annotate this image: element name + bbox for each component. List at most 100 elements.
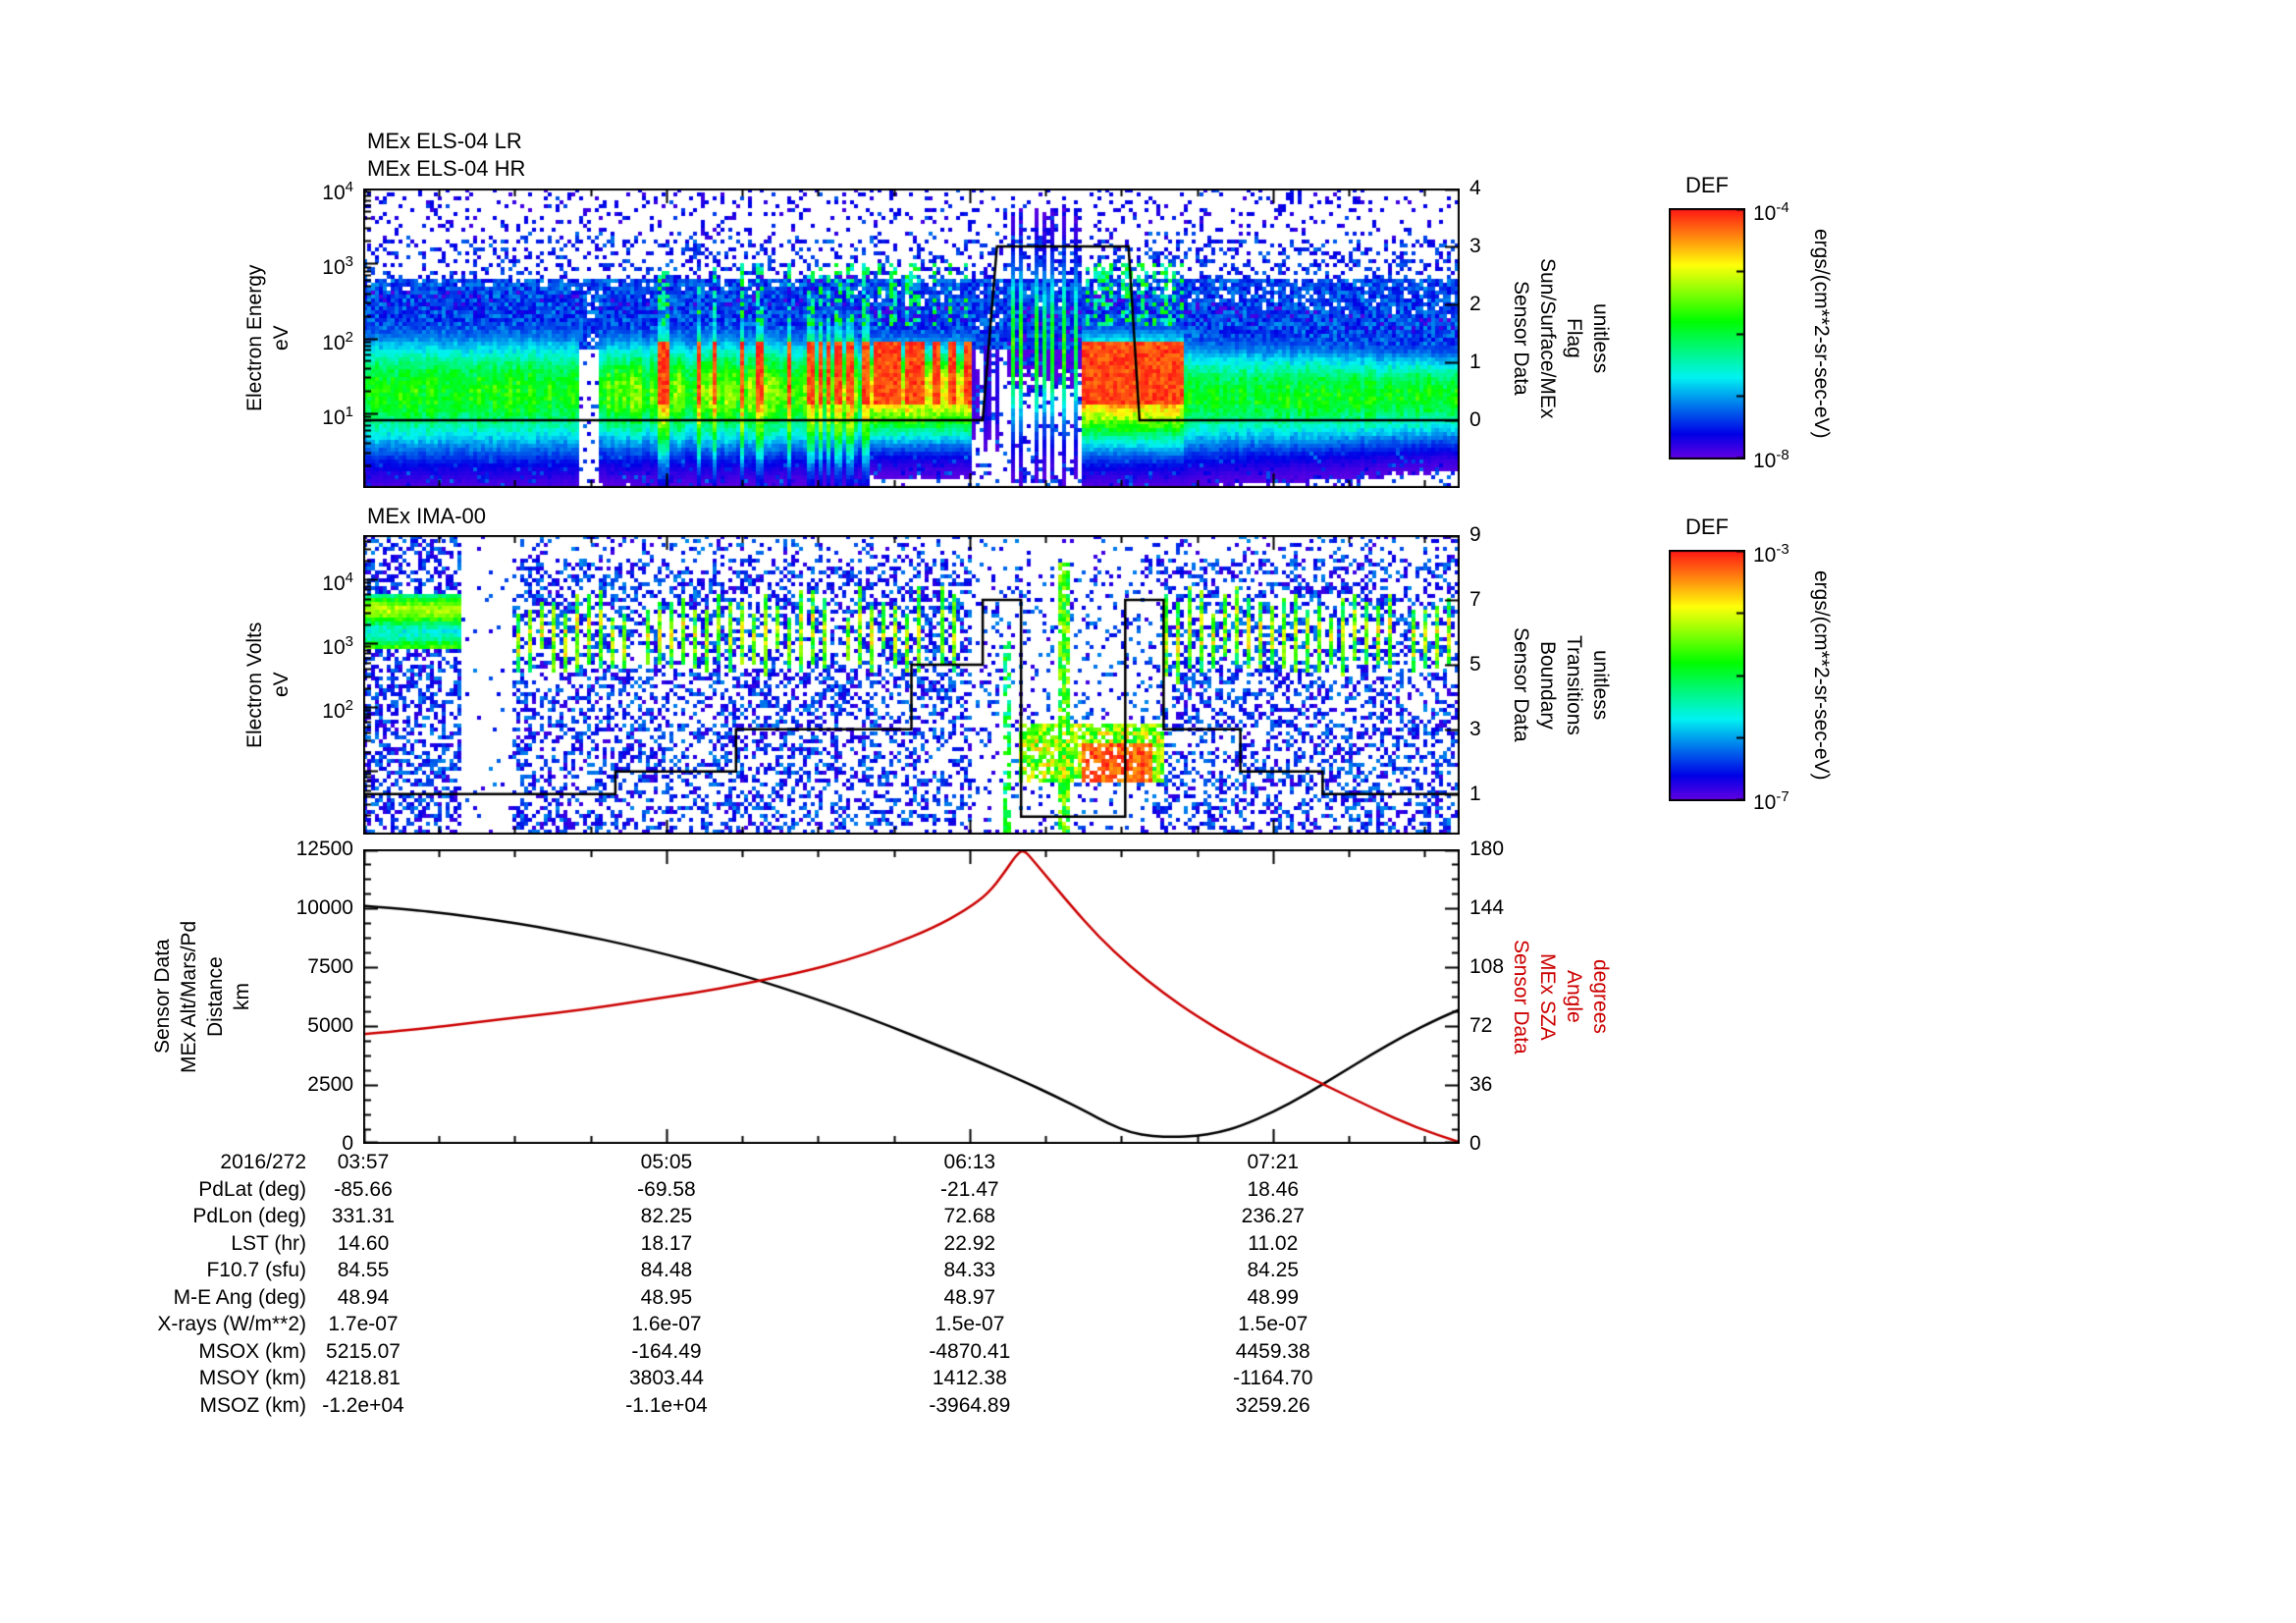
els-colorbar-min-mantissa: 10: [1753, 450, 1777, 472]
ima-right-axis-label-line: Sensor Data: [1510, 627, 1532, 742]
orbit-left-axis-label-line: km: [231, 983, 253, 1010]
els-colorbar-unit-label: ergs/(cm**2-sr-sec-eV): [1808, 189, 1835, 479]
orbit-right-tick-label: 180: [1469, 838, 1505, 860]
els-right-axis-label-line: Sensor Data: [1510, 281, 1532, 396]
orbit-right-tick-label: 108: [1469, 955, 1505, 978]
els-title-line-2: MEx ELS-04 HR: [367, 156, 526, 181]
orbit-left-axis-label-line: MEx Alt/Mars/Pd: [178, 920, 200, 1073]
ima-right-axis-label-line: Transitions: [1563, 634, 1585, 735]
els-colorbar-max-exponent: -4: [1776, 199, 1789, 216]
table-row-label: MSOY (km): [198, 1367, 306, 1389]
table-cell: 3803.44: [628, 1367, 704, 1389]
table-cell: 5215.07: [326, 1339, 400, 1363]
ima-spectrogram-panel: [363, 535, 1460, 835]
els-right-axis-label-line: Sun/Surface/MEx: [1536, 257, 1559, 419]
els-colorbar-max-label: 10-4: [1753, 196, 1789, 226]
els-y-tick-label: 101: [322, 403, 353, 429]
table-cell: 4459.38: [1235, 1339, 1310, 1363]
table-cell: 4218.81: [326, 1367, 400, 1389]
table-row-label: MSOX (km): [198, 1339, 306, 1363]
ima-colorbar-unit-text: ergs/(cm**2-sr-sec-eV): [1810, 570, 1833, 781]
table-cell: 84.48: [640, 1259, 693, 1281]
table-cell: 3259.26: [1235, 1393, 1310, 1417]
table-cell: 236.27: [1241, 1205, 1305, 1227]
els-right-axis-label-line: unitless: [1589, 302, 1612, 374]
orbit-right-axis-label-line: MEx SZA: [1536, 952, 1559, 1041]
orbit-left-tick-label: 7500: [307, 955, 353, 978]
els-y-axis-label-line: Electron Energy: [243, 264, 266, 412]
els-y-tick-label: 103: [322, 253, 353, 280]
els-title-line-1: MEx ELS-04 LR: [367, 129, 522, 153]
ima-right-tick-label: 7: [1469, 587, 1481, 611]
table-cell: -85.66: [334, 1177, 393, 1201]
ima-right-axis-label: Sensor Data Boundary Transitions unitles…: [1508, 535, 1614, 835]
ima-right-tick-label: 1: [1469, 782, 1481, 805]
orbit-right-tick-label: 72: [1469, 1014, 1493, 1037]
table-cell: -21.47: [940, 1177, 999, 1201]
ima-colorbar-min-exponent: -7: [1776, 788, 1789, 805]
table-cell: 18.17: [640, 1231, 693, 1255]
els-y-tick-label: 104: [322, 179, 353, 204]
time-tick-label: 07:21: [1247, 1151, 1300, 1173]
orbit-right-tick-label: 144: [1469, 896, 1505, 919]
orbit-left-axis-label-line: Distance: [204, 956, 227, 1037]
ima-right-tick-label: 5: [1469, 652, 1481, 676]
table-cell: 1.5e-07: [934, 1313, 1005, 1335]
ima-y-tick-label: 104: [322, 569, 353, 596]
table-cell: 48.95: [640, 1285, 693, 1309]
ima-colorbar-min-mantissa: 10: [1753, 791, 1777, 814]
table-cell: 11.02: [1248, 1231, 1299, 1255]
table-cell: -1164.70: [1233, 1367, 1313, 1389]
table-cell: 14.60: [337, 1231, 390, 1255]
table-cell: -69.58: [637, 1177, 696, 1201]
els-right-tick-label: 3: [1469, 234, 1481, 257]
time-tick-label: 06:13: [943, 1151, 996, 1173]
els-colorbar: [1669, 208, 1745, 460]
table-row-label: M-E Ang (deg): [173, 1285, 306, 1309]
els-right-axis-label-line: Flag: [1563, 318, 1585, 358]
ima-y-tick-label: 102: [322, 697, 353, 724]
els-right-tick-label: 2: [1469, 292, 1481, 315]
table-cell: 72.68: [943, 1205, 996, 1227]
ima-panel-title: MEx IMA-00: [367, 503, 486, 530]
orbit-left-tick-label: 0: [342, 1132, 353, 1155]
orbit-left-axis-label-line: Sensor Data: [151, 939, 174, 1055]
table-cell: -1.1e+04: [625, 1393, 708, 1417]
ima-colorbar-title: DEF: [1685, 514, 1729, 539]
els-y-tick-label: 102: [322, 328, 353, 354]
els-colorbar-min-exponent: -8: [1776, 447, 1789, 463]
table-row-label: X-rays (W/m**2): [157, 1313, 306, 1335]
ima-right-tick-label: 9: [1469, 523, 1481, 546]
els-spectrogram-panel: [363, 189, 1460, 488]
ima-colorbar-min-label: 10-7: [1753, 785, 1789, 815]
ima-title-line-1: MEx IMA-00: [367, 504, 487, 528]
els-panel-title: MEx ELS-04 LR MEx ELS-04 HR: [367, 128, 525, 183]
ima-y-tick-label: 103: [322, 633, 353, 660]
table-row-label: F10.7 (sfu): [206, 1259, 306, 1281]
ima-right-axis-label-line: unitless: [1589, 649, 1612, 721]
orbit-left-axis-label: Sensor Data MEx Alt/Mars/Pd Distance km: [149, 849, 255, 1144]
table-cell: -4870.41: [929, 1339, 1011, 1363]
orbit-right-axis-label: Sensor Data MEx SZA Angle degrees: [1508, 849, 1614, 1144]
table-cell: 84.55: [337, 1259, 390, 1281]
orbit-right-axis-label-line: degrees: [1589, 959, 1612, 1034]
els-colorbar-max-mantissa: 10: [1753, 202, 1777, 225]
table-row-label: MSOZ (km): [199, 1393, 306, 1417]
table-row-label: PdLat (deg): [198, 1177, 306, 1201]
table-cell: 48.99: [1247, 1285, 1300, 1309]
els-colorbar-unit-text: ergs/(cm**2-sr-sec-eV): [1810, 229, 1833, 439]
table-cell: -3964.89: [929, 1393, 1011, 1417]
els-right-tick-label: 1: [1469, 350, 1481, 373]
table-cell: 48.94: [337, 1285, 390, 1309]
orbit-left-tick-label: 12500: [295, 838, 353, 860]
orbit-right-tick-label: 0: [1469, 1132, 1481, 1155]
ima-colorbar-max-label: 10-3: [1753, 538, 1789, 568]
ima-colorbar-unit-label: ergs/(cm**2-sr-sec-eV): [1808, 530, 1835, 821]
time-tick-label: 03:57: [337, 1151, 390, 1173]
table-cell: 48.97: [943, 1285, 996, 1309]
table-cell: 18.46: [1247, 1177, 1300, 1201]
table-cell: 1.5e-07: [1238, 1313, 1308, 1335]
table-cell: 1.7e-07: [328, 1313, 399, 1335]
table-row-label: LST (hr): [231, 1231, 306, 1255]
